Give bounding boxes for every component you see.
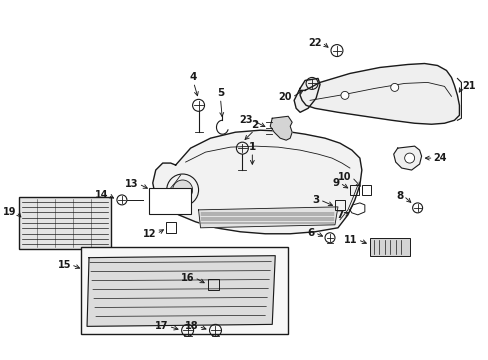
Polygon shape <box>270 116 291 140</box>
Polygon shape <box>393 146 421 170</box>
Bar <box>334 200 344 210</box>
Text: 6: 6 <box>307 228 314 238</box>
Bar <box>350 185 359 195</box>
Polygon shape <box>87 256 275 327</box>
Text: 4: 4 <box>189 72 197 82</box>
Text: 17: 17 <box>155 321 168 331</box>
Text: 11: 11 <box>344 235 357 245</box>
Text: 2: 2 <box>250 120 258 130</box>
Text: 24: 24 <box>433 153 446 163</box>
Polygon shape <box>294 78 319 112</box>
Text: 21: 21 <box>462 81 475 91</box>
Circle shape <box>404 153 414 163</box>
Bar <box>165 222 175 233</box>
Text: 1: 1 <box>248 142 255 152</box>
Text: 22: 22 <box>308 37 322 48</box>
Bar <box>20 197 111 249</box>
Text: 14: 14 <box>94 190 108 200</box>
Text: 12: 12 <box>143 229 157 239</box>
Text: 23: 23 <box>238 115 252 125</box>
Circle shape <box>340 91 348 99</box>
Text: 5: 5 <box>216 88 224 98</box>
Polygon shape <box>152 130 361 234</box>
Text: 7: 7 <box>336 210 343 220</box>
Bar <box>81 247 287 334</box>
Bar <box>148 188 190 214</box>
Text: 8: 8 <box>396 191 403 201</box>
Text: 15: 15 <box>58 260 71 270</box>
Text: 20: 20 <box>278 93 291 102</box>
Bar <box>207 279 219 290</box>
Circle shape <box>172 180 192 200</box>
Text: 9: 9 <box>332 178 339 188</box>
Bar <box>369 238 409 256</box>
Text: 19: 19 <box>3 207 16 217</box>
Circle shape <box>390 84 398 91</box>
Polygon shape <box>198 207 337 228</box>
Text: 10: 10 <box>338 172 351 182</box>
Text: 16: 16 <box>181 273 194 283</box>
Polygon shape <box>300 63 459 124</box>
Text: 3: 3 <box>312 195 319 205</box>
Text: 18: 18 <box>184 321 198 331</box>
Bar <box>362 185 370 195</box>
Text: 13: 13 <box>125 179 139 189</box>
